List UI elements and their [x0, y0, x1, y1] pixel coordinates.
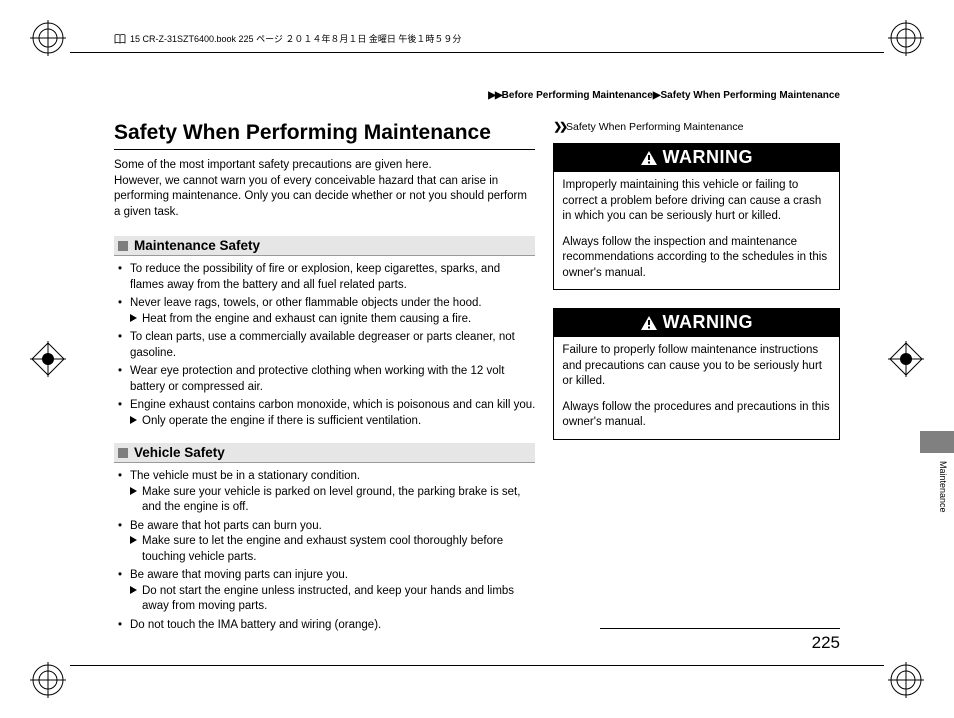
list-text: The vehicle must be in a stationary cond… — [130, 470, 360, 482]
sub-point: Make sure your vehicle is parked on leve… — [130, 485, 535, 516]
crop-line — [70, 665, 884, 666]
warning-triangle-icon — [640, 150, 658, 166]
square-bullet-icon — [118, 448, 128, 458]
page-title: Safety When Performing Maintenance — [114, 121, 535, 145]
section-tab-label: Maintenance — [938, 461, 948, 513]
warning-triangle-icon — [640, 315, 658, 331]
triangle-icon — [130, 586, 137, 594]
vehicle-safety-list: The vehicle must be in a stationary cond… — [114, 469, 535, 633]
maintenance-safety-list: To reduce the possibility of fire or exp… — [114, 262, 535, 429]
crop-line — [70, 52, 884, 53]
breadcrumb: ▶▶Before Performing Maintenance▶Safety W… — [114, 90, 840, 101]
document-meta-header: 15 CR-Z-31SZT6400.book 225 ページ ２０１４年８月１日… — [114, 32, 840, 45]
page-number: 225 — [812, 633, 840, 653]
subheading-label: Maintenance Safety — [134, 238, 260, 253]
triangle-icon — [130, 536, 137, 544]
subheading-vehicle-safety: Vehicle Safety — [114, 443, 535, 463]
list-text: Do not touch the IMA battery and wiring … — [130, 619, 381, 631]
warning-box: WARNING Improperly maintaining this vehi… — [553, 143, 840, 290]
list-item: To clean parts, use a commercially avail… — [130, 330, 535, 361]
list-item: Be aware that moving parts can injure yo… — [130, 568, 535, 615]
warning-label: WARNING — [662, 147, 753, 168]
section-tab-marker — [920, 431, 954, 453]
side-reference: ❯❯Safety When Performing Maintenance — [553, 121, 840, 133]
warning-body: Improperly maintaining this vehicle or f… — [554, 172, 839, 289]
side-column: ❯❯Safety When Performing Maintenance WAR… — [553, 121, 840, 647]
document-meta-text: 15 CR-Z-31SZT6400.book 225 ページ ２０１４年８月１日… — [130, 32, 461, 45]
book-icon — [114, 33, 126, 45]
warning-header: WARNING — [554, 309, 839, 337]
registration-mark-icon — [30, 20, 66, 56]
registration-mark-icon — [888, 20, 924, 56]
list-text: To clean parts, use a commercially avail… — [130, 331, 515, 359]
subheading-maintenance-safety: Maintenance Safety — [114, 236, 535, 256]
list-item: Do not touch the IMA battery and wiring … — [130, 618, 535, 634]
rule — [600, 628, 840, 629]
list-text: Never leave rags, towels, or other flamm… — [130, 297, 482, 309]
warning-header: WARNING — [554, 144, 839, 172]
list-item: To reduce the possibility of fire or exp… — [130, 262, 535, 293]
list-text: Wear eye protection and protective cloth… — [130, 365, 504, 393]
triangle-icon — [130, 416, 137, 424]
list-item: Wear eye protection and protective cloth… — [130, 364, 535, 395]
registration-mark-icon — [30, 662, 66, 698]
sub-point: Only operate the engine if there is suff… — [130, 414, 535, 430]
double-chevron-icon: ❯❯ — [553, 121, 565, 133]
warning-text: Failure to properly follow maintenance i… — [562, 343, 831, 390]
sub-text: Make sure your vehicle is parked on leve… — [142, 486, 520, 514]
sub-text: Make sure to let the engine and exhaust … — [142, 535, 503, 563]
main-column: Safety When Performing Maintenance Some … — [114, 121, 535, 647]
sub-text: Heat from the engine and exhaust can ign… — [142, 313, 471, 325]
triangle-icon — [130, 314, 137, 322]
registration-mark-icon — [888, 341, 924, 377]
warning-label: WARNING — [662, 312, 753, 333]
warning-text: Always follow the procedures and precaut… — [562, 400, 831, 431]
list-text: To reduce the possibility of fire or exp… — [130, 263, 500, 291]
triangle-icon — [130, 487, 137, 495]
warning-text: Always follow the inspection and mainten… — [562, 235, 831, 282]
warning-text: Improperly maintaining this vehicle or f… — [562, 178, 831, 225]
list-text: Be aware that moving parts can injure yo… — [130, 569, 348, 581]
sub-point: Heat from the engine and exhaust can ign… — [130, 312, 535, 328]
warning-box: WARNING Failure to properly follow maint… — [553, 308, 840, 440]
registration-mark-icon — [30, 341, 66, 377]
subheading-label: Vehicle Safety — [134, 445, 225, 460]
list-item: The vehicle must be in a stationary cond… — [130, 469, 535, 516]
sub-text: Do not start the engine unless instructe… — [142, 585, 514, 613]
sub-text: Only operate the engine if there is suff… — [142, 415, 421, 427]
breadcrumb-seg: Safety When Performing Maintenance — [661, 90, 840, 101]
rule — [114, 149, 535, 150]
list-item: Engine exhaust contains carbon monoxide,… — [130, 398, 535, 429]
list-text: Engine exhaust contains carbon monoxide,… — [130, 399, 535, 411]
breadcrumb-sep: ▶ — [653, 90, 661, 101]
list-item: Never leave rags, towels, or other flamm… — [130, 296, 535, 327]
sub-point: Do not start the engine unless instructe… — [130, 584, 535, 615]
registration-mark-icon — [888, 662, 924, 698]
breadcrumb-arrows: ▶▶ — [488, 90, 501, 101]
warning-body: Failure to properly follow maintenance i… — [554, 337, 839, 439]
list-text: Be aware that hot parts can burn you. — [130, 520, 322, 532]
sub-point: Make sure to let the engine and exhaust … — [130, 534, 535, 565]
square-bullet-icon — [118, 241, 128, 251]
intro-paragraph: Some of the most important safety precau… — [114, 158, 535, 220]
list-item: Be aware that hot parts can burn you. Ma… — [130, 519, 535, 566]
side-ref-text: Safety When Performing Maintenance — [566, 121, 743, 133]
breadcrumb-seg: Before Performing Maintenance — [502, 90, 653, 101]
